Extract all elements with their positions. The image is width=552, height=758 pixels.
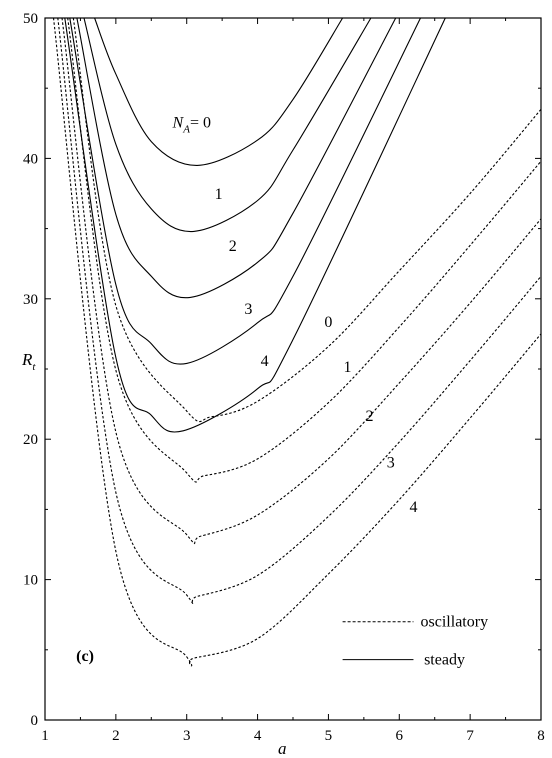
x-tick-label: 8: [537, 728, 545, 744]
y-tick-label: 10: [23, 573, 38, 589]
na-annotation-rest: = 0: [190, 115, 211, 132]
y-tick-label: 40: [23, 151, 38, 167]
steady-curve-na-3: [69, 17, 421, 365]
oscillatory-curve-na-3: [57, 17, 542, 605]
legend-label-oscillatory: oscillatory: [421, 614, 489, 631]
steady-curve-label: 1: [215, 186, 223, 203]
oscillatory-curve-na-0: [72, 17, 542, 423]
oscillatory-curve-label: 2: [366, 408, 374, 425]
y-axis-label: Rt: [21, 350, 36, 373]
x-axis-label: a: [278, 739, 287, 758]
oscillatory-curve-na-4: [52, 17, 542, 667]
oscillatory-curve-na-2: [61, 17, 542, 545]
y-tick-label: 50: [23, 11, 38, 27]
oscillatory-curve-na-1: [67, 17, 542, 483]
x-tick-label: 4: [254, 728, 262, 744]
steady-curve-na-1: [83, 17, 372, 232]
legend-label-steady: steady: [424, 652, 465, 669]
y-axis-label-subscript: t: [32, 361, 36, 373]
panel-label: (c): [76, 648, 94, 665]
curve-labels-layer: 1 2 3 4 0 1 2 3 4: [215, 186, 418, 516]
steady-curve-na-0: [94, 17, 344, 166]
oscillatory-curve-label: 4: [409, 499, 417, 516]
steady-curve-na-4: [64, 17, 446, 433]
x-tick-label: 2: [112, 728, 120, 744]
y-tick-label: 20: [23, 432, 38, 448]
y-axis-label-main: R: [21, 350, 33, 369]
na-annotation-subscript: A: [182, 124, 190, 136]
steady-curve-label: 4: [261, 353, 269, 370]
steady-curve-label: 3: [244, 301, 252, 318]
oscillatory-curve-label: 1: [344, 359, 352, 376]
oscillatory-curve-label: 0: [324, 314, 332, 331]
x-tick-label: 7: [466, 728, 474, 744]
y-tick-label: 0: [31, 713, 39, 729]
x-tick-label: 3: [183, 728, 191, 744]
na-annotation-main: N: [172, 115, 185, 132]
curves-layer: [52, 17, 542, 667]
legend: oscillatory steady: [342, 614, 489, 669]
x-tick-label: 5: [325, 728, 333, 744]
x-tick-label: 1: [41, 728, 49, 744]
steady-curve-na-2: [76, 17, 397, 299]
x-tick-label: 6: [396, 728, 404, 744]
y-tick-label: 30: [23, 292, 38, 308]
oscillatory-curve-label: 3: [387, 454, 395, 471]
steady-curve-label: 2: [229, 238, 237, 255]
na-annotation: NA= 0: [172, 115, 211, 136]
